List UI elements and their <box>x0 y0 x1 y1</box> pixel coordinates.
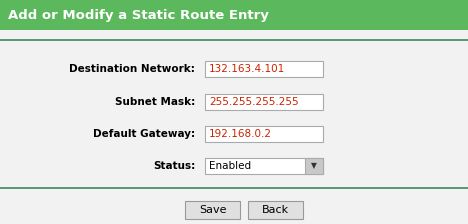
Text: Add or Modify a Static Route Entry: Add or Modify a Static Route Entry <box>8 9 269 22</box>
Text: 132.163.4.101: 132.163.4.101 <box>209 64 285 74</box>
Text: ▼: ▼ <box>311 162 317 170</box>
Text: Back: Back <box>262 205 289 215</box>
Bar <box>205 158 323 174</box>
Text: Save: Save <box>199 205 226 215</box>
Bar <box>0 0 468 30</box>
Text: Destination Network:: Destination Network: <box>69 64 195 74</box>
Bar <box>205 61 323 77</box>
Bar <box>305 158 323 174</box>
Text: Enabled: Enabled <box>209 161 251 171</box>
Text: Default Gateway:: Default Gateway: <box>93 129 195 139</box>
Text: Status:: Status: <box>153 161 195 171</box>
Bar <box>205 94 323 110</box>
Bar <box>0 30 468 224</box>
Text: 192.168.0.2: 192.168.0.2 <box>209 129 272 139</box>
Bar <box>205 126 323 142</box>
FancyBboxPatch shape <box>248 201 303 219</box>
Text: 255.255.255.255: 255.255.255.255 <box>209 97 299 107</box>
FancyBboxPatch shape <box>185 201 240 219</box>
Text: Subnet Mask:: Subnet Mask: <box>115 97 195 107</box>
